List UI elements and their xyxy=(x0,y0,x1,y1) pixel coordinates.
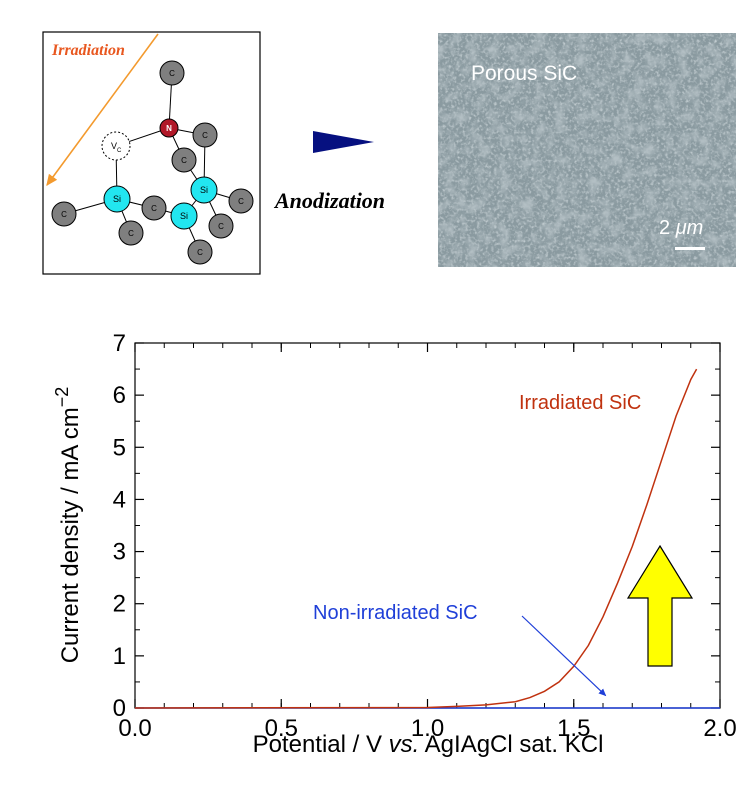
carbon-atom-label: C xyxy=(202,131,208,140)
nitrogen-atom xyxy=(159,118,179,138)
process-step: Anodization xyxy=(273,131,385,213)
carbon-atom-label: C xyxy=(61,210,67,219)
micrograph-title: Porous SiC xyxy=(471,62,577,85)
lattice-schematic: Irradiation C N VC C C Si Si Si C C C C C C xyxy=(42,31,261,275)
annotation-non-irradiated: Non-irradiated SiC xyxy=(313,602,478,624)
y-tick-label: 2 xyxy=(113,591,126,618)
vacancy-label: VC xyxy=(111,141,122,154)
lattice-atoms: C N VC C C Si Si Si C C C C C C xyxy=(51,60,254,265)
carbon-atom xyxy=(118,220,144,246)
sem-micrograph: Porous SiC 2 μm xyxy=(438,33,736,267)
carbon-atom-label: C xyxy=(169,69,175,78)
x-axis: 0.0 0.5 1.0 1.5 2.0 xyxy=(118,343,737,742)
nitrogen-atom-label: N xyxy=(166,124,172,133)
carbon-atom-label: C xyxy=(238,197,244,206)
series-line-irradiated xyxy=(134,368,698,709)
irradiation-label: Irradiation xyxy=(51,42,125,59)
scalebar xyxy=(675,247,705,250)
carbon-atom xyxy=(228,188,254,214)
process-arrow-icon xyxy=(313,131,374,153)
x-tick-label: 0.0 xyxy=(118,715,151,742)
annotation-irradiated: Irradiated SiC xyxy=(519,392,641,414)
x-axis-label: Potential / V vs. AgIAgCl sat. KCl xyxy=(253,731,604,758)
silicon-atom-label: Si xyxy=(113,194,121,204)
y-tick-label: 4 xyxy=(113,486,126,513)
y-tick-label: 0 xyxy=(113,695,126,722)
carbon-atom xyxy=(192,122,218,148)
carbon-atom xyxy=(141,195,167,221)
silicon-atom-label: Si xyxy=(200,185,208,195)
y-tick-label: 1 xyxy=(113,643,126,670)
carbon-atom xyxy=(187,239,213,265)
y-tick-label: 3 xyxy=(113,539,126,566)
silicon-atom xyxy=(103,185,131,213)
process-label: Anodization xyxy=(273,188,385,213)
x-tick-label: 1.0 xyxy=(411,715,444,742)
vacancy-site xyxy=(101,131,131,161)
y-tick-label: 5 xyxy=(113,434,126,461)
carbon-atom-label: C xyxy=(151,204,157,213)
carbon-atom-label: C xyxy=(181,156,187,165)
y-tick-label: 6 xyxy=(113,382,126,409)
increase-arrow-icon xyxy=(626,544,694,667)
non-irradiated-pointer xyxy=(521,615,607,697)
schematic-frame xyxy=(42,31,261,275)
carbon-atom xyxy=(51,201,77,227)
carbon-atom-label: C xyxy=(197,248,203,257)
series-layer xyxy=(134,368,720,709)
silicon-atom-label: Si xyxy=(180,211,188,221)
carbon-atom xyxy=(171,147,197,173)
silicon-atom xyxy=(170,202,198,230)
scalebar-label: 2 μm xyxy=(659,217,703,239)
carbon-atom-label: C xyxy=(128,229,134,238)
carbon-atom-label: C xyxy=(218,222,224,231)
y-axis-label: Current density / mA cm−2 xyxy=(52,387,84,664)
y-tick-label: 7 xyxy=(113,330,126,357)
x-tick-label: 2.0 xyxy=(703,715,736,742)
y-axis: 0 1 2 3 4 5 6 7 xyxy=(113,330,720,722)
carbon-atom xyxy=(159,60,185,86)
silicon-atom xyxy=(190,176,218,204)
x-tick-label: 1.5 xyxy=(557,715,590,742)
carbon-atom xyxy=(208,213,234,239)
x-tick-label: 0.5 xyxy=(265,715,298,742)
irradiation-path xyxy=(46,33,159,187)
